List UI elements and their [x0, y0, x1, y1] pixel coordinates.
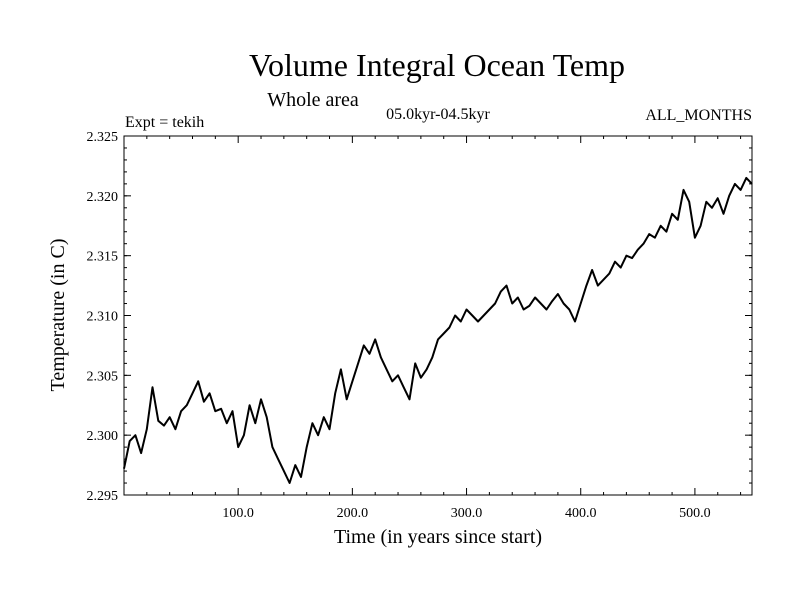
y-tick-label: 2.295 — [87, 489, 119, 504]
series-line — [123, 176, 753, 484]
experiment-label: Expt = tekih — [125, 114, 204, 131]
y-tick-label: 2.300 — [87, 429, 119, 444]
x-tick-label: 100.0 — [222, 506, 254, 521]
x-tick-label: 300.0 — [451, 506, 483, 521]
x-tick-label: 400.0 — [565, 506, 597, 521]
x-tick-label: 500.0 — [679, 506, 711, 521]
plot-frame — [123, 135, 753, 496]
period-label: 05.0kyr-04.5kyr — [386, 106, 490, 123]
months-label: ALL_MONTHS — [645, 107, 752, 124]
y-tick-label: 2.305 — [87, 369, 119, 384]
chart-title: Volume Integral Ocean Temp — [249, 47, 625, 83]
y-tick-label: 2.325 — [87, 130, 119, 145]
y-tick-label: 2.310 — [87, 310, 119, 325]
x-axis: 100.0 200.0 300.0 400.0 500.0 — [146, 136, 742, 521]
y-tick-label: 2.315 — [87, 250, 119, 265]
y-axis: 2.295 2.300 2.305 2.310 2.315 2.320 2.325 — [87, 130, 752, 504]
x-tick-label: 200.0 — [337, 506, 369, 521]
y-axis-label: Temperature (in C) — [47, 239, 69, 392]
x-axis-label: Time (in years since start) — [334, 526, 542, 548]
chart-subtitle: Whole area — [267, 89, 359, 111]
y-tick-label: 2.320 — [87, 190, 119, 205]
